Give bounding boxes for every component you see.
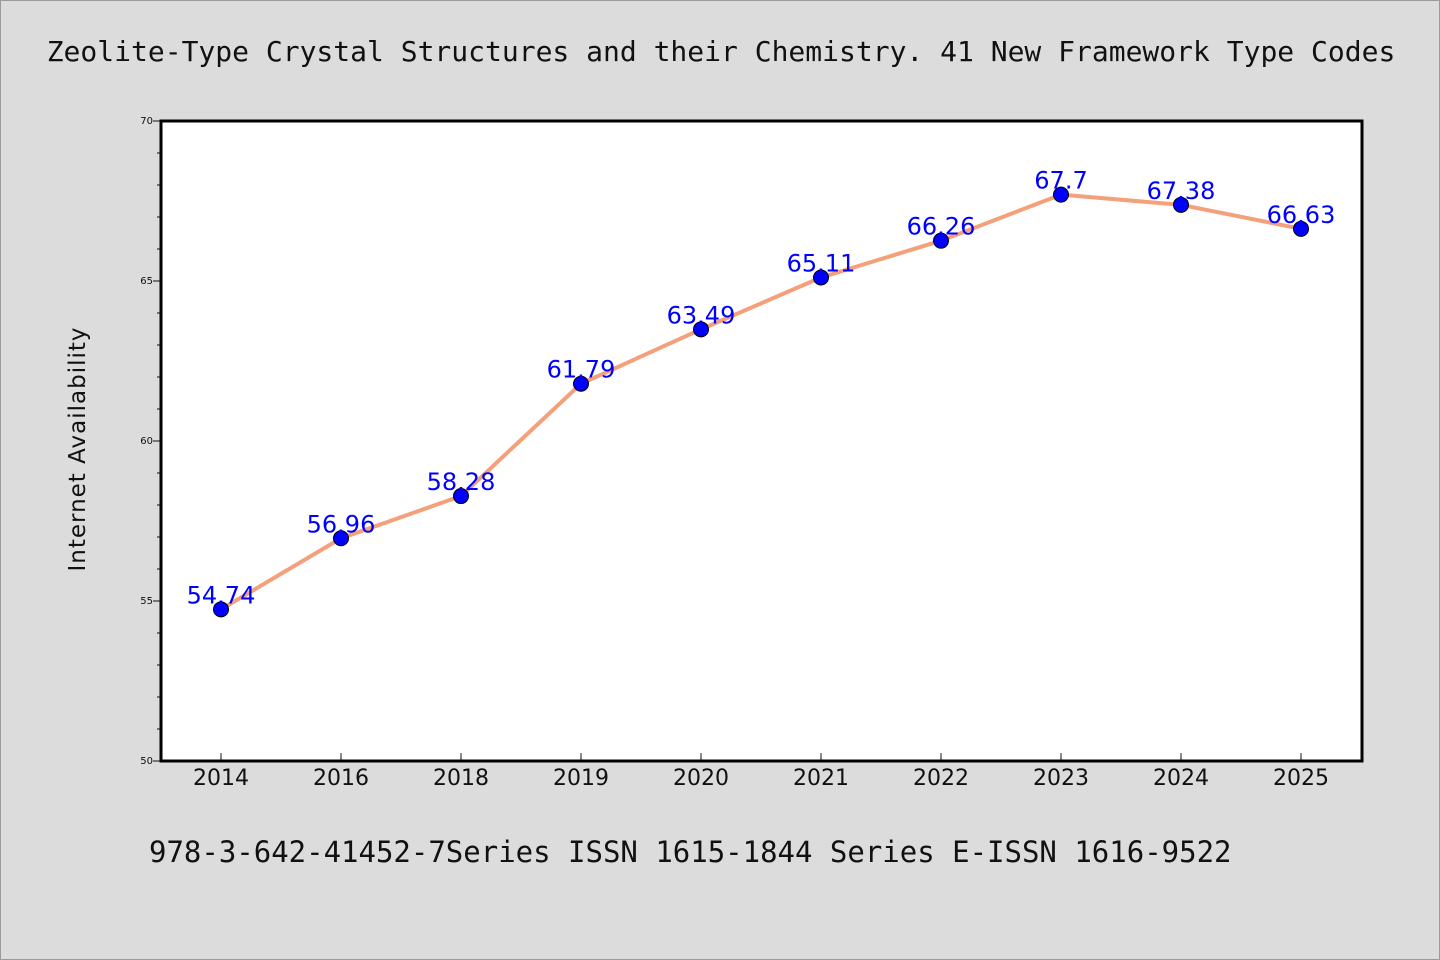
x-tick-label: 2022 (913, 766, 969, 791)
data-point (213, 601, 229, 618)
data-label: 56.96 (307, 510, 376, 538)
x-tick-label: 2014 (193, 766, 249, 791)
plot-area (161, 121, 1362, 761)
series-line (219, 192, 1303, 612)
data-point (573, 375, 589, 392)
y-tick-label: 55 (140, 596, 153, 607)
x-tick-label: 2018 (433, 766, 489, 791)
x-tick-label: 2016 (313, 766, 369, 791)
data-point (333, 530, 349, 547)
chart-footer: 978-3-642-41452-7Series ISSN 1615-1844 S… (149, 835, 1232, 869)
x-tick-label: 2020 (673, 766, 729, 791)
x-tick-label: 2019 (553, 766, 609, 791)
data-label: 67.7 (1034, 167, 1087, 195)
x-tick-label: 2024 (1153, 766, 1209, 791)
data-point (1173, 196, 1189, 213)
plot-frame (159, 119, 1364, 763)
data-point (813, 269, 829, 286)
x-tick-label: 2025 (1273, 766, 1329, 791)
data-point (1053, 186, 1069, 203)
data-label: 54.74 (187, 581, 256, 609)
data-label: 67.38 (1147, 177, 1216, 205)
data-label: 66.26 (907, 213, 976, 241)
y-tick-label: 70 (140, 116, 153, 127)
data-point (1293, 220, 1309, 237)
data-point (453, 488, 469, 505)
y-axis-label: Internet Availability (65, 326, 91, 571)
x-tick-label: 2023 (1033, 766, 1089, 791)
data-label: 63.49 (667, 301, 736, 329)
data-label: 65.11 (787, 249, 856, 277)
data-label: 58.28 (427, 468, 496, 496)
data-point (693, 321, 709, 338)
x-tick-label: 2021 (793, 766, 849, 791)
y-tick-label: 65 (140, 276, 153, 287)
data-point (933, 232, 949, 249)
data-label: 61.79 (547, 356, 616, 384)
chart-title: Zeolite-Type Crystal Structures and thei… (46, 35, 1396, 68)
data-label: 66.63 (1267, 201, 1336, 229)
y-tick-label: 60 (140, 436, 153, 447)
y-tick-label: 50 (140, 756, 153, 767)
